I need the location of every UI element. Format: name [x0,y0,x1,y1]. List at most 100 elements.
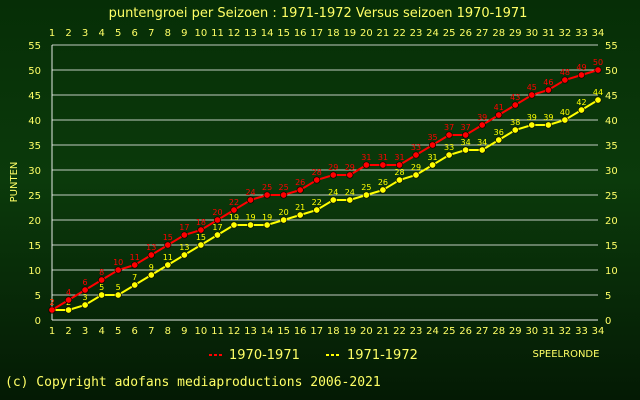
data-point [495,136,503,144]
data-label: 34 [477,138,487,147]
data-point [197,241,205,249]
legend-item-1971-1972[interactable]: 1971-1972 [326,348,418,363]
data-point [561,116,569,124]
data-label: 19 [262,213,272,222]
x-tick-top-32: 32 [559,28,572,39]
data-label: 41 [494,103,504,112]
data-point [81,301,89,309]
x-tick-top-27: 27 [476,28,489,39]
x-tick-bottom-24: 24 [426,326,439,337]
data-label: 39 [543,113,553,122]
x-tick-bottom-27: 27 [476,326,489,337]
data-point [346,171,354,179]
data-label: 5 [116,283,121,292]
series-layer: 2235579111315171919192021222424252628293… [48,58,603,314]
x-tick-top-9: 9 [181,28,187,39]
data-label: 31 [394,153,404,162]
data-label: 25 [361,183,371,192]
y-tick-right-5: 5 [605,291,611,302]
data-label: 24 [245,188,255,197]
x-tick-bottom-7: 7 [148,326,154,337]
data-point [247,196,255,204]
data-point [412,151,420,159]
data-point [379,161,387,169]
data-point [147,271,155,279]
series-line-1971-1972 [52,99,599,311]
data-point [147,251,155,259]
data-label: 24 [345,188,355,197]
data-point [478,121,486,129]
x-tick-bottom-21: 21 [377,326,390,337]
x-tick-bottom-8: 8 [165,326,171,337]
x-tick-top-15: 15 [277,28,290,39]
x-tick-bottom-9: 9 [181,326,187,337]
x-tick-top-14: 14 [261,28,274,39]
data-point [379,186,387,194]
x-tick-top-19: 19 [343,28,356,39]
data-point [594,66,602,74]
data-label: 26 [378,178,388,187]
data-label: 3 [83,293,88,302]
legend-item-1970-1971[interactable]: 1970-1971 [209,348,300,363]
x-tick-top-23: 23 [410,28,423,39]
data-label: 22 [229,198,239,207]
data-point [528,121,536,129]
y-tick-left-35: 35 [28,141,41,152]
y-axis-label: PUNTEN [9,162,20,203]
data-label: 5 [99,283,104,292]
data-label: 28 [394,168,404,177]
data-label: 11 [163,253,173,262]
data-point [230,221,238,229]
x-tick-bottom-32: 32 [559,326,572,337]
y-tick-right-45: 45 [605,91,618,102]
data-label: 42 [576,98,586,107]
data-label: 21 [295,203,305,212]
data-label: 26 [295,178,305,187]
data-label: 40 [560,108,570,117]
x-tick-bottom-33: 33 [575,326,588,337]
x-tick-bottom-18: 18 [327,326,340,337]
x-tick-top-5: 5 [115,28,121,39]
data-point [197,226,205,234]
data-label: 48 [560,68,570,77]
data-point [164,261,172,269]
legend-label-1971-1972: 1971-1972 [347,348,418,363]
data-point [98,276,106,284]
y-tick-labels-right: 0 5 10 15 20 25 30 35 40 45 50 55 [605,41,618,327]
x-tick-bottom-12: 12 [228,326,241,337]
data-point [445,151,453,159]
data-point [65,296,73,304]
y-tick-right-30: 30 [605,166,618,177]
data-point [131,281,139,289]
y-tick-left-15: 15 [28,241,41,252]
data-label: 45 [527,83,537,92]
data-label: 31 [378,153,388,162]
data-label: 39 [527,113,537,122]
data-label: 13 [179,243,189,252]
x-tick-top-31: 31 [542,28,555,39]
legend: 1970-1971 1971-1972 [209,348,418,363]
x-tick-bottom-10: 10 [195,326,208,337]
data-point [313,176,321,184]
x-tick-bottom-19: 19 [343,326,356,337]
x-tick-top-2: 2 [65,28,71,39]
y-tick-left-0: 0 [35,316,41,327]
data-point [114,291,122,299]
data-label: 19 [229,213,239,222]
data-label: 19 [245,213,255,222]
data-label: 37 [461,123,471,132]
data-label: 15 [196,233,206,242]
data-point [495,111,503,119]
data-label: 44 [593,88,603,97]
x-tick-bottom-28: 28 [492,326,505,337]
data-label: 34 [461,138,471,147]
data-point [247,221,255,229]
x-tick-bottom-25: 25 [443,326,456,337]
data-point [346,196,354,204]
data-point [114,266,122,274]
x-tick-top-21: 21 [377,28,390,39]
data-label: 25 [279,183,289,192]
